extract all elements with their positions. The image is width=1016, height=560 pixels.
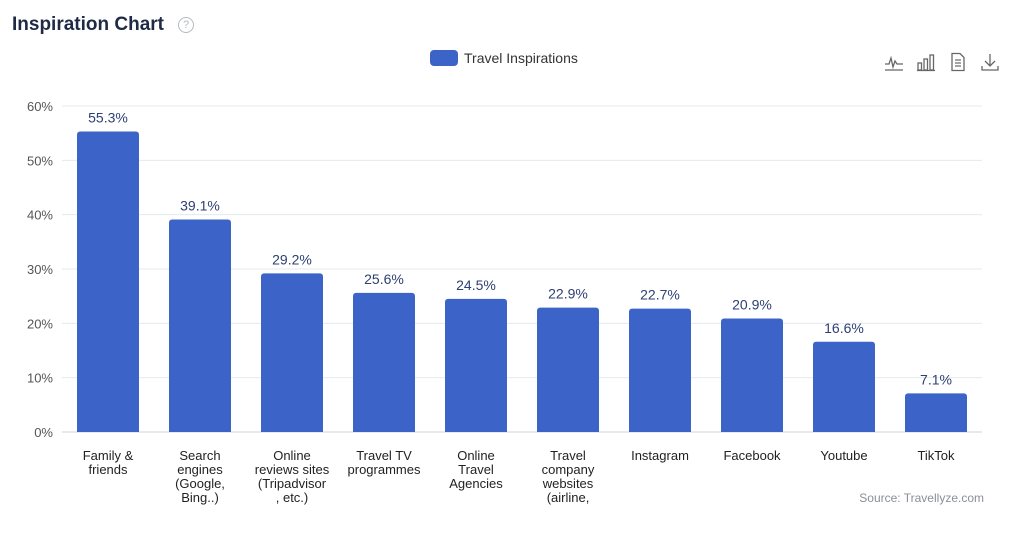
data-label: 20.9% <box>732 296 772 312</box>
bar-base <box>445 428 507 432</box>
y-tick-label: 20% <box>27 316 53 331</box>
data-label: 39.1% <box>180 198 220 214</box>
data-label: 55.3% <box>88 110 128 126</box>
x-tick-label: Online reviews sites (Tripadvisor, etc.) <box>255 448 330 505</box>
legend-item[interactable]: Travel Inspirations <box>430 50 578 66</box>
data-label: 24.5% <box>456 277 496 293</box>
chart-header: Inspiration Chart ? <box>12 14 195 36</box>
bar-base <box>721 428 783 432</box>
line-chart-icon[interactable] <box>884 52 904 72</box>
data-label: 29.2% <box>272 251 312 267</box>
x-tick-label: Facebook <box>723 448 781 463</box>
page-title: Inspiration Chart <box>12 14 165 35</box>
bar-base <box>77 428 139 432</box>
source-note: Source: Travellyze.com <box>859 491 984 505</box>
legend-swatch <box>430 50 458 66</box>
bar <box>261 273 323 432</box>
data-label: 7.1% <box>920 371 952 387</box>
bar-base <box>353 428 415 432</box>
y-tick-label: 50% <box>27 153 53 168</box>
bar-base <box>537 428 599 432</box>
question-circle-icon[interactable]: ? <box>178 17 195 33</box>
bar <box>353 292 415 432</box>
bar <box>721 318 783 432</box>
bar <box>813 341 875 432</box>
bar-chart-icon[interactable] <box>916 52 936 72</box>
y-tick-label: 40% <box>27 208 53 223</box>
data-view-icon[interactable] <box>948 52 968 72</box>
bar-base <box>813 428 875 432</box>
x-tick-label: Travel company websites (airline, <box>542 448 595 505</box>
data-label: 22.9% <box>548 286 588 302</box>
x-tick-label: Instagram <box>631 448 689 463</box>
bar-base <box>905 428 967 432</box>
bar-chart: 0% 10% 20% 30% 40% 50% 60% 55.3% Family & friends… <box>27 99 982 505</box>
download-icon[interactable] <box>980 52 1000 72</box>
bar <box>905 393 967 432</box>
x-tick-label: Online Travel Agencies <box>449 448 503 491</box>
y-tick-label: 60% <box>27 99 53 114</box>
data-label: 25.6% <box>364 271 404 287</box>
x-tick-label: Family & friends <box>83 448 134 477</box>
chart-toolbar <box>884 52 1000 72</box>
data-label: 16.6% <box>824 320 864 336</box>
x-tick-label: Search engines (Google, Bing..) <box>175 448 225 505</box>
legend-label: Travel Inspirations <box>464 50 578 66</box>
y-tick-label: 30% <box>27 262 53 277</box>
bar-base <box>261 428 323 432</box>
bar-base <box>169 428 231 432</box>
y-tick-label: 0% <box>34 425 53 440</box>
bar <box>169 219 231 432</box>
bar <box>629 308 691 432</box>
x-tick-label: TikTok <box>917 448 955 463</box>
x-tick-label: Youtube <box>820 448 867 463</box>
x-tick-label: Travel TV programmes <box>348 448 421 477</box>
bar-base <box>629 428 691 432</box>
data-label: 22.7% <box>640 287 680 303</box>
y-tick-label: 10% <box>27 371 53 386</box>
bar <box>537 307 599 432</box>
bar <box>77 131 139 432</box>
bar <box>445 298 507 432</box>
